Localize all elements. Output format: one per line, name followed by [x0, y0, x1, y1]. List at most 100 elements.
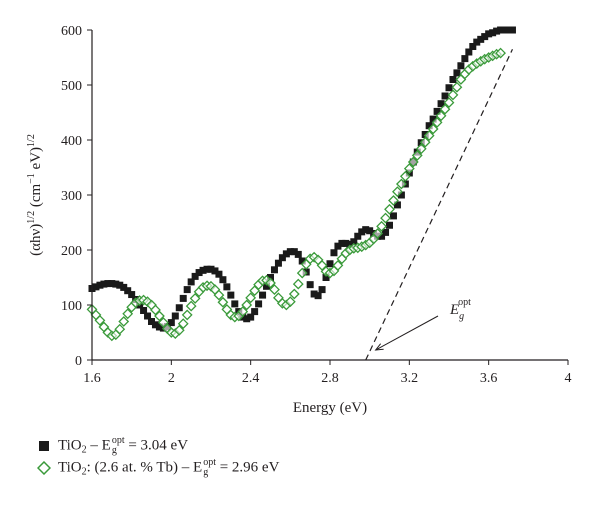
data-point-tio2	[397, 191, 405, 199]
data-point-tio2-tb	[447, 89, 459, 101]
data-point-tio2	[469, 43, 477, 50]
data-point-tio2-tb	[392, 186, 403, 198]
data-point-tio2	[338, 239, 346, 247]
data-point-tio2-tb	[423, 130, 435, 142]
data-point-tio2	[179, 294, 187, 302]
data-point-tio2	[382, 228, 390, 236]
data-point-tio2-tb	[241, 299, 253, 311]
data-point-tio2	[290, 248, 298, 256]
data-point-tio2	[505, 26, 512, 34]
annotation-label: Egopt	[449, 297, 471, 322]
x-tick-label: 4	[565, 371, 572, 386]
data-point-tio2	[195, 269, 203, 277]
x-axis-title: Energy (eV)	[293, 400, 367, 416]
data-point-tio2	[151, 321, 159, 329]
data-point-tio2	[425, 122, 433, 130]
data-point-tio2	[243, 315, 251, 323]
data-point-tio2	[318, 286, 326, 294]
data-points	[86, 26, 516, 342]
y-tick-label: 200	[61, 244, 82, 259]
data-point-tio2	[477, 35, 485, 43]
x-tick-label: 3.2	[401, 371, 419, 386]
data-point-tio2-tb	[431, 116, 443, 128]
data-point-tio2-tb	[451, 81, 463, 93]
data-point-tio2	[267, 274, 274, 281]
data-point-tio2-tb	[372, 228, 384, 239]
data-point-tio2-tb	[399, 170, 411, 182]
data-point-tio2-tb	[435, 110, 447, 122]
data-point-tio2-tb	[419, 136, 431, 148]
data-point-tio2-tb	[388, 195, 399, 206]
data-point-tio2	[255, 300, 263, 308]
data-point-tio2	[298, 257, 306, 265]
x-tick-label: 2.8	[321, 371, 339, 386]
data-point-tio2-tb	[173, 324, 185, 336]
data-point-tio2	[326, 260, 334, 268]
y-tick-label: 500	[61, 79, 82, 94]
chart-svg: Egopt 1.6 2 2.4 2.8 3.2 3.6 4 0 100 200 300 400 500 6…	[26, 24, 572, 416]
y-tick-label: 100	[61, 299, 82, 314]
data-point-tio2-tb	[380, 212, 391, 224]
data-point-tio2	[191, 272, 199, 280]
data-point-tio2	[501, 26, 509, 34]
data-point-tio2	[362, 226, 370, 234]
data-point-tio2	[449, 76, 457, 83]
data-point-tio2-tb	[384, 203, 395, 215]
data-point-tio2	[112, 280, 120, 288]
data-point-tio2-tb	[94, 314, 106, 326]
data-point-tio2	[481, 33, 489, 41]
data-point-tio2-tb	[495, 47, 506, 59]
data-point-tio2	[378, 232, 386, 240]
data-point-tio2	[128, 291, 136, 299]
data-point-tio2	[445, 84, 453, 92]
data-point-tio2	[278, 254, 286, 262]
data-point-tio2-tb	[181, 309, 193, 321]
data-point-tio2	[358, 228, 366, 236]
data-point-tio2-tb	[154, 310, 165, 322]
data-point-tio2	[282, 250, 290, 258]
data-point-tio2-tb	[237, 306, 249, 318]
data-point-tio2	[310, 290, 318, 298]
y-tick-label: 400	[61, 134, 82, 149]
data-point-tio2	[342, 239, 350, 247]
data-point-tio2	[187, 278, 195, 286]
data-point-tio2	[215, 270, 223, 278]
axes: 1.6 2 2.4 2.8 3.2 3.6 4 0 100 200 300 400 500 600 Ener…	[26, 24, 572, 416]
data-point-tio2-tb	[150, 304, 161, 316]
data-point-tio2	[175, 304, 183, 312]
data-point-tio2-tb	[439, 103, 451, 115]
data-point-tio2	[171, 312, 179, 320]
data-point-tio2	[433, 107, 441, 115]
filled-square-marker-icon	[30, 440, 58, 452]
data-point-tio2	[314, 292, 322, 300]
data-point-tio2-tb	[265, 277, 276, 289]
y-tick-label: 0	[75, 354, 82, 369]
data-point-tio2-tb	[288, 288, 300, 300]
data-point-tio2-tb	[118, 316, 130, 327]
data-point-tio2	[366, 227, 374, 235]
data-point-tio2-tb	[395, 178, 407, 190]
data-point-tio2	[259, 291, 267, 299]
data-point-tio2-tb	[114, 323, 126, 335]
data-point-tio2	[96, 281, 104, 289]
data-point-tio2	[219, 276, 227, 284]
data-point-tio2	[346, 241, 354, 248]
data-point-tio2	[457, 62, 465, 70]
data-point-tio2-tb	[122, 308, 134, 320]
data-point-tio2	[489, 29, 497, 37]
data-point-tio2	[441, 92, 449, 100]
data-point-tio2	[211, 267, 219, 275]
data-point-tio2-tb	[249, 285, 261, 297]
x-tick-label: 2.4	[242, 371, 260, 386]
data-point-tio2	[140, 307, 148, 314]
data-point-tio2	[247, 313, 255, 321]
data-point-tio2	[92, 283, 100, 291]
data-point-tio2-tb	[245, 292, 257, 304]
arrow-head	[374, 343, 384, 351]
data-point-tio2	[389, 212, 397, 220]
